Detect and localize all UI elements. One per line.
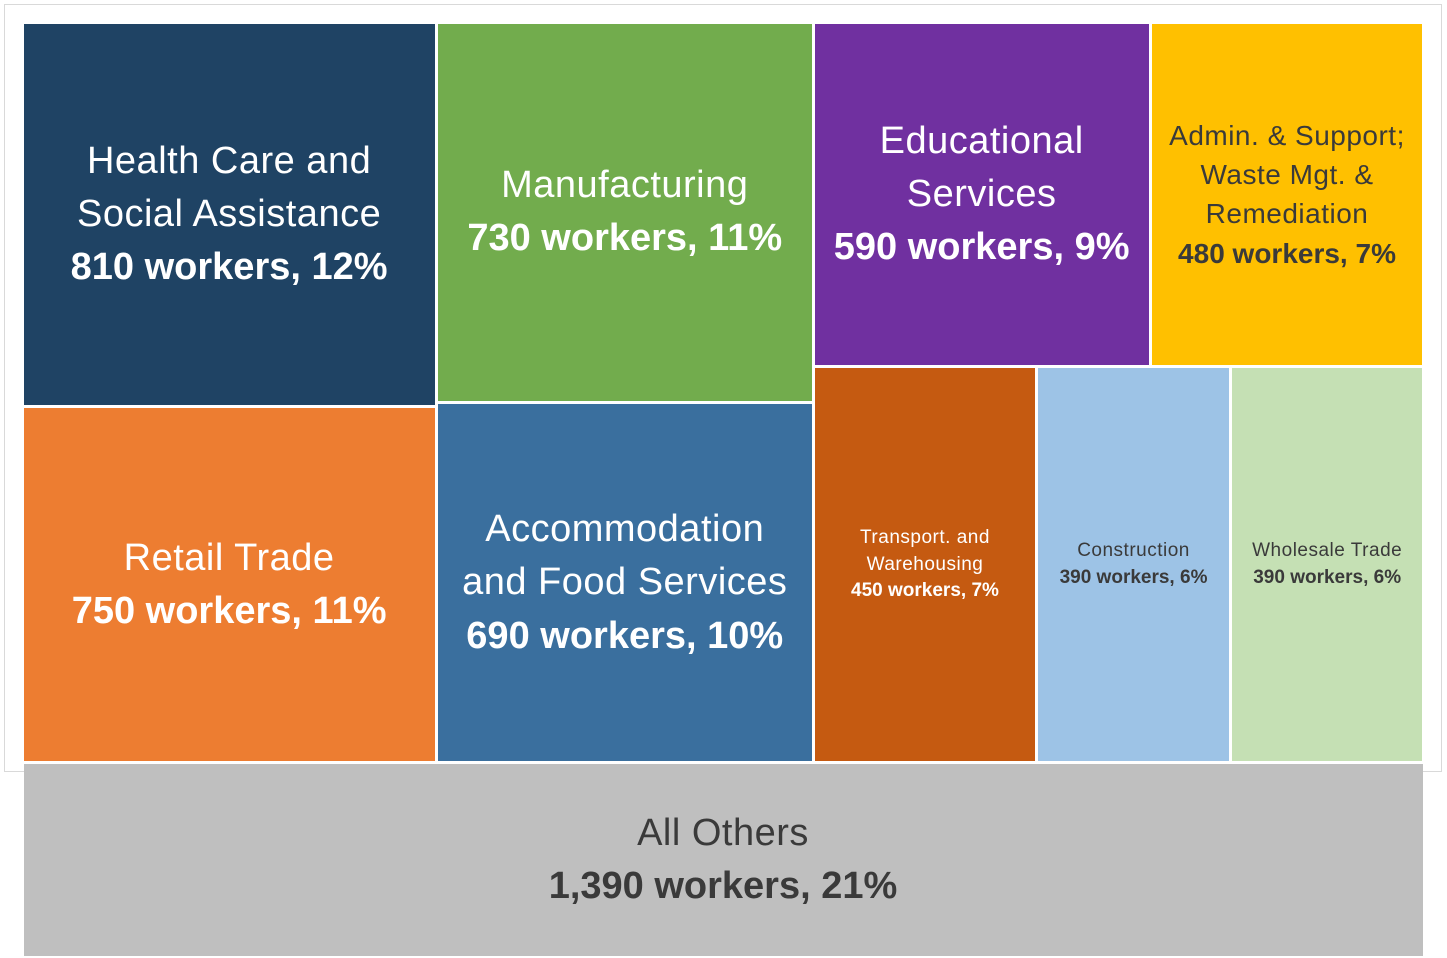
tile-label: Admin. & Support; Waste Mgt. & Remediati…	[1169, 119, 1405, 230]
tile-value-line: 810 workers, 12%	[71, 241, 388, 294]
tile-value-line: 390 workers, 6%	[1060, 565, 1208, 592]
percent-label: 11%	[312, 589, 387, 632]
tile: Health Care and Social Assistance 810 wor…	[23, 23, 435, 406]
percent-label: 9%	[1074, 225, 1130, 268]
tile: Educational Services 590 workers, 9%	[814, 23, 1149, 366]
tile-value-line: 390 workers, 6%	[1253, 565, 1401, 592]
tile-label: Health Care and Social Assistance	[77, 139, 382, 235]
percent-label: 7%	[1355, 237, 1396, 269]
tile-label: Retail Trade	[123, 536, 335, 579]
percent-label: 12%	[311, 245, 388, 288]
tile: All Others 1,390 workers, 21%	[23, 764, 1423, 957]
tile-label: Wholesale Trade	[1252, 540, 1403, 562]
tile: Retail Trade 750 workers, 11%	[23, 408, 435, 762]
value-label: 1,390 workers,	[548, 865, 811, 908]
tile: Wholesale Trade 390 workers, 6%	[1231, 368, 1423, 762]
tile-label: All Others	[637, 812, 809, 855]
tile-value-line: 1,390 workers, 21%	[549, 860, 898, 913]
tile-value-line: 450 workers, 7%	[851, 578, 999, 605]
tile-value-line: 690 workers, 10%	[466, 610, 783, 663]
tile: Manufacturing 730 workers, 11%	[437, 23, 812, 402]
value-label: 810 workers,	[70, 245, 301, 288]
percent-label: 21%	[821, 865, 898, 908]
tile-label: Construction	[1077, 540, 1190, 562]
tile: Admin. & Support; Waste Mgt. & Remediati…	[1151, 23, 1423, 366]
value-label: 730 workers,	[467, 217, 698, 260]
tile: Accommodation and Food Services 690 worke…	[437, 404, 812, 762]
tile-value-line: 750 workers, 11%	[72, 585, 387, 638]
value-label: 390 workers,	[1059, 566, 1175, 588]
tile: Construction 390 workers, 6%	[1038, 368, 1229, 762]
percent-label: 6%	[1180, 566, 1208, 588]
percent-label: 10%	[707, 614, 784, 657]
value-label: 750 workers,	[71, 589, 302, 632]
tile-label: Transport. and Warehousing	[860, 526, 990, 575]
value-label: 480 workers,	[1178, 237, 1348, 269]
tile-value-line: 730 workers, 11%	[467, 212, 782, 265]
percent-label: 11%	[708, 217, 783, 260]
tile-label: Accommodation and Food Services	[462, 508, 788, 604]
tile-value-line: 480 workers, 7%	[1178, 234, 1396, 273]
value-label: 450 workers,	[851, 580, 967, 602]
value-label: 390 workers,	[1253, 566, 1369, 588]
tile-label: Manufacturing	[501, 164, 749, 207]
value-label: 690 workers,	[466, 614, 697, 657]
percent-label: 6%	[1373, 566, 1402, 588]
value-label: 590 workers,	[833, 225, 1065, 268]
tile: Transport. and Warehousing 450 workers, 7…	[814, 368, 1036, 762]
tile-label: Educational Services	[879, 119, 1084, 215]
tile-value-line: 590 workers, 9%	[834, 221, 1130, 274]
percent-label: 7%	[971, 580, 999, 602]
